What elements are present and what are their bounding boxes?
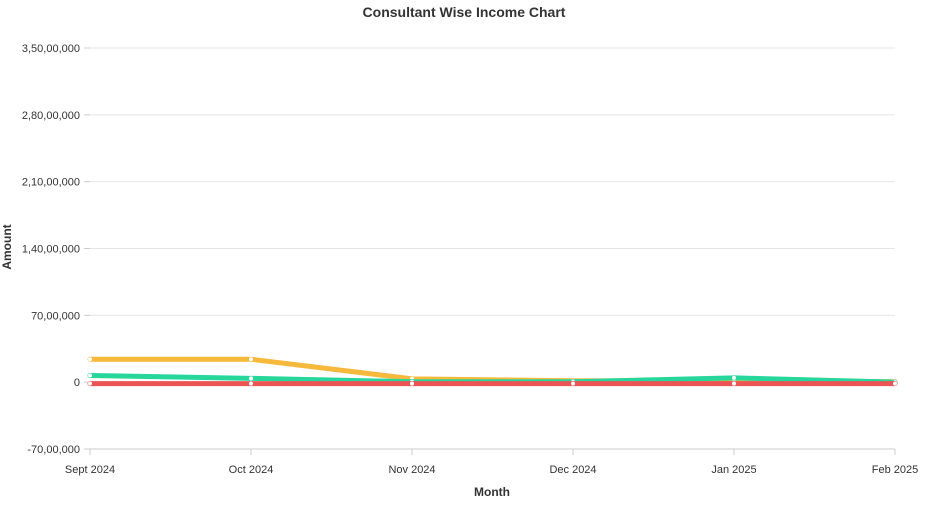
data-point[interactable]	[732, 381, 736, 386]
y-axis-title: Amount	[0, 224, 14, 269]
x-tick-label: Nov 2024	[388, 464, 435, 476]
x-tick-label: Feb 2025	[872, 464, 918, 476]
x-tick-label: Oct 2024	[229, 464, 274, 476]
data-point[interactable]	[88, 357, 92, 362]
x-tick-label: Dec 2024	[549, 464, 596, 476]
x-tick-label: Sept 2024	[65, 464, 115, 476]
chart-title: Consultant Wise Income Chart	[362, 4, 566, 20]
y-tick-label: 70,00,000	[31, 310, 80, 322]
data-point[interactable]	[88, 373, 92, 378]
data-point[interactable]	[893, 381, 897, 386]
data-point[interactable]	[571, 381, 575, 386]
data-point[interactable]	[88, 381, 92, 386]
data-point[interactable]	[249, 381, 253, 386]
y-tick-label: 1,40,00,000	[22, 244, 80, 256]
y-tick-label: 0	[74, 377, 80, 389]
x-tick-label: Jan 2025	[711, 464, 756, 476]
data-point[interactable]	[410, 381, 414, 386]
data-point[interactable]	[732, 375, 736, 380]
y-tick-label: 2,10,00,000	[22, 177, 80, 189]
data-point[interactable]	[249, 357, 253, 362]
y-tick-label: -70,00,000	[27, 444, 80, 456]
data-point[interactable]	[249, 376, 253, 381]
x-axis-title: Month	[474, 485, 510, 499]
y-tick-label: 2,80,00,000	[22, 110, 80, 122]
y-tick-label: 3,50,00,000	[22, 43, 80, 55]
